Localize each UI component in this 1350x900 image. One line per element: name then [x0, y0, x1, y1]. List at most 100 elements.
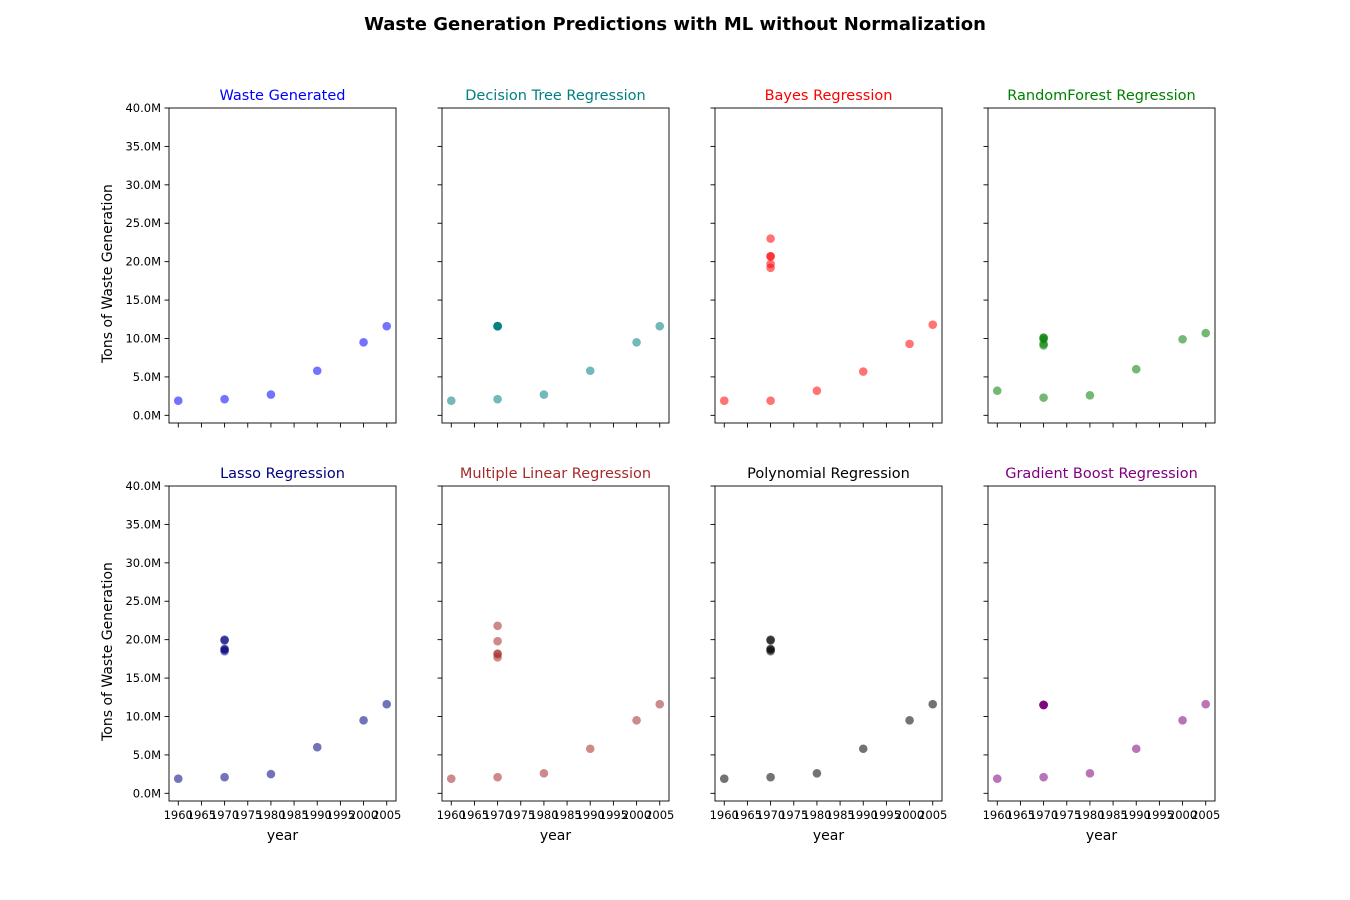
panel-title-6: Polynomial Regression	[747, 466, 910, 482]
data-point-4-1	[220, 772, 229, 782]
data-point-6-4	[766, 644, 775, 654]
data-point-2-3	[766, 259, 775, 269]
figure-title: Waste Generation Predictions with ML wit…	[364, 14, 986, 35]
data-point-3-8	[1131, 364, 1141, 374]
x-tick-label: 1980	[1075, 808, 1104, 822]
data-point-2-10	[928, 320, 938, 329]
x-tick-label: 1995	[326, 808, 355, 822]
data-point-2-0	[719, 396, 729, 406]
x-tick-label: 2005	[918, 808, 947, 822]
panel-title-7: Gradient Boost Regression	[1005, 466, 1198, 482]
x-tick-label: 2000	[349, 808, 378, 822]
y-tick-label: 15.0M	[125, 671, 161, 685]
data-point-1-0	[446, 396, 456, 406]
data-point-7-9	[1178, 716, 1187, 725]
y-tick-label: 15.0M	[125, 293, 161, 307]
data-point-5-10	[655, 699, 665, 709]
data-point-3-9	[1178, 334, 1187, 344]
data-point-0-5	[382, 321, 392, 331]
x-axis-label: year	[1086, 828, 1117, 844]
x-axis-label: year	[267, 828, 298, 844]
data-point-3-6	[1039, 333, 1048, 343]
data-point-0-4	[359, 338, 368, 347]
data-point-6-1	[766, 772, 775, 782]
y-tick-label: 25.0M	[125, 594, 161, 608]
data-point-7-6	[1039, 700, 1048, 710]
x-tick-label: 1970	[1029, 808, 1058, 822]
y-tick-label: 30.0M	[125, 556, 161, 570]
y-tick-label: 5.0M	[133, 748, 161, 762]
axes-frame-1	[441, 107, 670, 424]
data-point-2-1	[766, 396, 775, 406]
data-point-0-2	[266, 390, 276, 399]
x-tick-label: 1960	[164, 808, 193, 822]
data-point-1-7	[539, 390, 549, 399]
panel-title-3: RandomForest Regression	[1007, 88, 1195, 104]
data-point-5-5	[493, 636, 502, 646]
y-tick-label: 35.0M	[125, 139, 161, 153]
x-tick-label: 1965	[460, 808, 489, 822]
data-point-4-6	[220, 635, 229, 644]
y-tick-label: 40.0M	[125, 101, 161, 115]
data-point-5-0	[446, 774, 456, 784]
data-point-4-10	[382, 699, 392, 709]
x-tick-label: 1990	[1122, 808, 1151, 822]
data-point-4-7	[266, 769, 276, 779]
data-point-2-9	[905, 339, 914, 349]
y-tick-label: 5.0M	[133, 370, 161, 384]
data-point-4-9	[359, 716, 368, 725]
axes-frame-0	[168, 107, 397, 424]
data-point-3-7	[1085, 391, 1095, 400]
data-point-0-3	[312, 366, 322, 376]
x-tick-label: 2000	[622, 808, 651, 822]
x-tick-label: 2005	[1191, 808, 1220, 822]
x-tick-label: 1985	[552, 808, 581, 822]
data-point-7-7	[1085, 769, 1095, 778]
data-point-4-8	[312, 742, 322, 752]
data-point-1-6	[493, 321, 502, 331]
x-tick-label: 1995	[1145, 808, 1174, 822]
x-tick-label: 1965	[1006, 808, 1035, 822]
axes-frame-6	[714, 485, 943, 802]
x-tick-label: 2005	[645, 808, 674, 822]
data-point-6-10	[928, 699, 938, 709]
axes-frame-7	[987, 485, 1216, 802]
data-point-5-6	[493, 621, 502, 631]
data-point-1-8	[585, 366, 595, 376]
x-tick-label: 2000	[895, 808, 924, 822]
x-tick-label: 1995	[872, 808, 901, 822]
x-tick-label: 1990	[303, 808, 332, 822]
y-tick-label: 10.0M	[125, 709, 161, 723]
axes-frame-5	[441, 485, 670, 802]
x-tick-label: 2000	[1168, 808, 1197, 822]
panel-title-2: Bayes Regression	[765, 88, 893, 104]
x-tick-label: 1975	[1052, 808, 1081, 822]
data-point-1-1	[493, 394, 502, 404]
data-point-5-9	[632, 716, 641, 725]
data-point-6-8	[858, 744, 868, 754]
x-tick-label: 1985	[279, 808, 308, 822]
x-tick-label: 1970	[483, 808, 512, 822]
data-point-6-9	[905, 716, 914, 725]
x-axis-label: year	[540, 828, 571, 844]
axes-frame-4	[168, 485, 397, 802]
x-tick-label: 1980	[256, 808, 285, 822]
y-tick-label: 0.0M	[133, 786, 161, 800]
x-tick-label: 1995	[599, 808, 628, 822]
data-point-7-10	[1201, 699, 1211, 709]
data-point-1-10	[655, 321, 665, 331]
x-tick-label: 1975	[506, 808, 535, 822]
data-point-5-7	[539, 769, 549, 778]
x-tick-label: 1965	[187, 808, 216, 822]
x-tick-label: 1960	[983, 808, 1012, 822]
y-axis-label: Tons of Waste Generation	[100, 562, 116, 742]
data-point-7-1	[1039, 772, 1048, 782]
data-point-0-1	[220, 394, 229, 404]
x-tick-label: 1965	[733, 808, 762, 822]
x-tick-label: 1975	[233, 808, 262, 822]
panel-title-4: Lasso Regression	[220, 466, 345, 482]
data-point-2-7	[812, 386, 822, 396]
x-tick-label: 1960	[710, 808, 739, 822]
